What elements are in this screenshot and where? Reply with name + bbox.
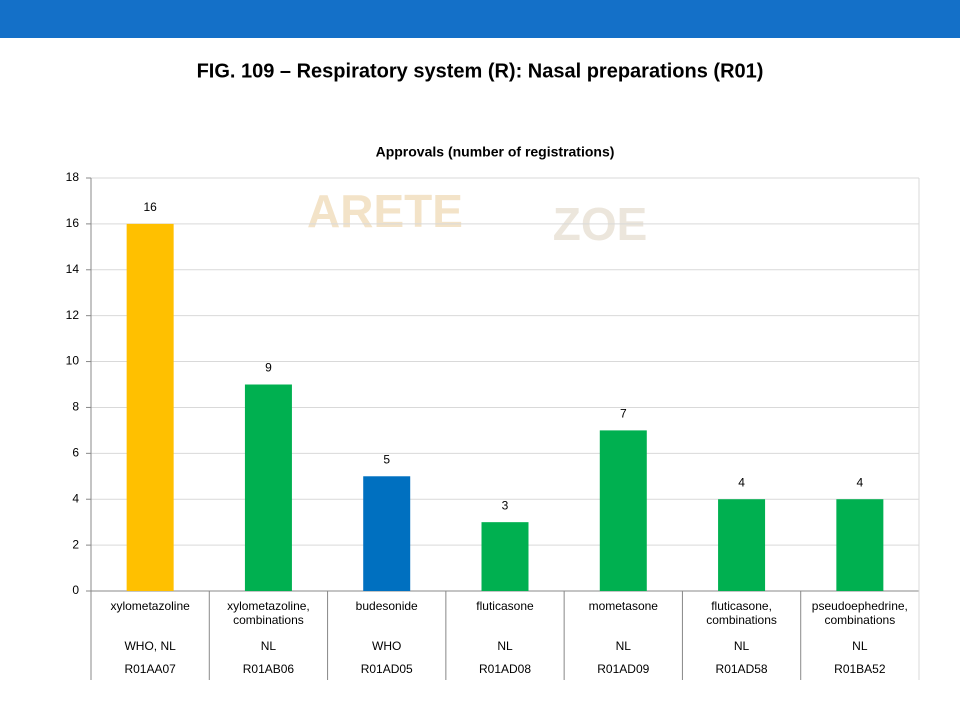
value-label: 7 <box>620 407 627 421</box>
x-tick-label: xylometazoline, combinations <box>227 599 310 627</box>
code-label: R01BA52 <box>834 662 886 676</box>
y-tick-label: 10 <box>66 354 80 368</box>
code-label: R01AD09 <box>597 662 649 676</box>
source-label: WHO, NL <box>124 639 176 653</box>
category-cell: xylometazoline, combinations <box>227 599 310 627</box>
x-tick-label: mometasone <box>588 599 658 613</box>
value-label: 5 <box>383 452 390 466</box>
bar <box>836 499 884 591</box>
y-tick-label: 14 <box>66 262 80 276</box>
source-label: NL <box>734 639 750 653</box>
bar <box>126 223 174 591</box>
top-bar <box>0 0 960 38</box>
source-label: NL <box>852 639 868 653</box>
source-label: NL <box>497 639 513 653</box>
source-label: NL <box>261 639 277 653</box>
value-label: 16 <box>143 200 157 214</box>
category-cell: fluticasone, combinations <box>706 599 777 627</box>
slide-title: FIG. 109 – Respiratory system (R): Nasal… <box>197 60 764 82</box>
code-label: R01AB06 <box>243 662 295 676</box>
value-label: 4 <box>738 475 745 489</box>
x-tick-label: xylometazoline <box>110 599 190 613</box>
category-cell: pseudoephedrine, combinations <box>811 599 908 627</box>
value-label: 9 <box>265 361 272 375</box>
chart-title: Approvals (number of registrations) <box>376 144 615 160</box>
y-tick-label: 2 <box>72 537 79 551</box>
y-tick-label: 12 <box>66 308 80 322</box>
watermark: ARETE <box>307 185 463 237</box>
y-tick-label: 8 <box>72 400 79 414</box>
bar <box>244 384 292 591</box>
code-label: R01AD05 <box>361 662 413 676</box>
category-cell: budesonide <box>355 599 418 613</box>
category-cell: mometasone <box>588 599 658 613</box>
bar <box>481 522 529 591</box>
y-tick-label: 0 <box>72 583 79 597</box>
x-tick-label: fluticasone <box>476 599 534 613</box>
category-cell: xylometazoline <box>110 599 190 613</box>
y-tick-label: 4 <box>72 491 79 505</box>
x-tick-label: pseudoephedrine, combinations <box>811 599 908 627</box>
bar <box>718 499 766 591</box>
source-label: WHO <box>372 639 401 653</box>
x-tick-label: fluticasone, combinations <box>706 599 777 627</box>
x-tick-label: budesonide <box>355 599 418 613</box>
y-tick-label: 18 <box>66 170 80 184</box>
category-cell: fluticasone <box>476 599 534 613</box>
source-label: NL <box>616 639 632 653</box>
code-label: R01AD58 <box>716 662 768 676</box>
value-label: 3 <box>502 498 509 512</box>
code-label: R01AD08 <box>479 662 531 676</box>
value-label: 4 <box>857 475 864 489</box>
bar <box>599 430 647 591</box>
y-tick-label: 6 <box>72 446 79 460</box>
code-label: R01AA07 <box>124 662 176 676</box>
y-tick-label: 16 <box>66 216 80 230</box>
bar <box>363 476 411 591</box>
